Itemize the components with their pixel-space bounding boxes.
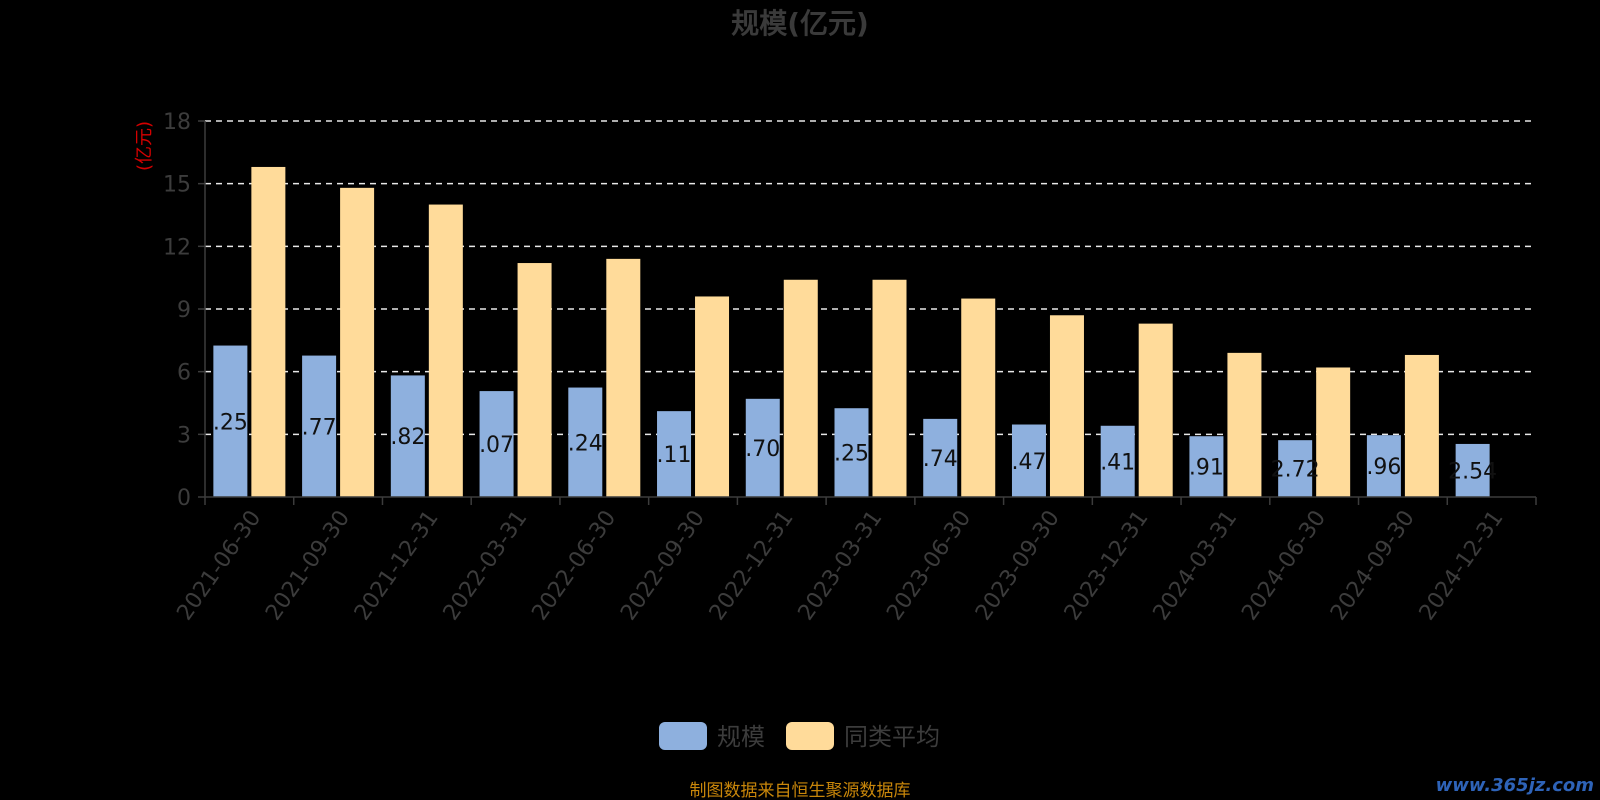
y-tick-label: 12	[163, 235, 191, 260]
bar-labels: .25 .77 .82 .07 .24 .11 .70 .25 .74 .47 .41 .91 2.72…	[213, 410, 1497, 484]
bar-category-average[interactable]	[961, 298, 996, 497]
bar-category-average[interactable]	[1404, 354, 1439, 497]
bar-value-label: .07	[479, 433, 514, 458]
bar-scale[interactable]	[213, 345, 248, 497]
bar-scale[interactable]	[302, 355, 337, 497]
x-tick-label: 2022-12-31	[705, 506, 799, 625]
bar-value-label: .96	[1366, 455, 1401, 480]
legend-item-scale[interactable]: 规模	[717, 723, 765, 751]
legend-item-category-average[interactable]: 同类平均	[844, 723, 940, 751]
bar-category-average[interactable]	[606, 258, 641, 497]
bar-category-average[interactable]	[428, 204, 463, 498]
bar-scale[interactable]	[1189, 436, 1224, 497]
bar-category-average[interactable]	[872, 279, 907, 497]
bar-category-average[interactable]	[1049, 315, 1084, 497]
y-tick-label: 9	[177, 298, 191, 323]
x-tick-label: 2023-12-31	[1060, 506, 1154, 625]
bar-value-label: .70	[745, 437, 780, 462]
bar-value-label: .41	[1100, 450, 1135, 475]
x-tick-label: 2024-09-30	[1326, 506, 1420, 625]
data-source-note: 制图数据来自恒生聚源数据库	[690, 781, 911, 800]
bar-scale[interactable]	[923, 418, 958, 497]
x-tick-label: 2023-06-30	[882, 506, 976, 625]
legend-swatch[interactable]	[659, 722, 707, 750]
bar-scale[interactable]	[745, 398, 780, 497]
bar-category-average[interactable]	[1227, 352, 1262, 497]
bar-scale[interactable]	[1011, 424, 1046, 497]
bar-scale[interactable]	[657, 411, 692, 497]
bar-scale[interactable]	[1366, 435, 1401, 497]
x-tick-label: 2023-03-31	[794, 506, 888, 625]
bar-category-average[interactable]	[340, 187, 375, 497]
bar-value-label: .74	[923, 447, 958, 472]
grid-lines	[205, 120, 1536, 436]
x-tick-label: 2024-06-30	[1237, 506, 1331, 625]
x-tick-label: 2022-09-30	[616, 506, 710, 625]
bar-value-label: .11	[657, 443, 692, 468]
bar-value-label: .24	[568, 431, 603, 456]
x-tick-label: 2021-06-30	[172, 506, 266, 625]
x-tick-label: 2021-12-31	[350, 506, 444, 625]
bar-category-average[interactable]	[1316, 367, 1351, 497]
bar-value-label: .91	[1189, 456, 1224, 481]
bar-scale[interactable]	[390, 375, 425, 497]
bar-scale[interactable]	[1100, 425, 1135, 497]
bar-category-average[interactable]	[1138, 323, 1173, 497]
x-tick-label: 2022-06-30	[527, 506, 621, 625]
bar-value-label: .47	[1011, 450, 1046, 475]
x-tick-label: 2023-09-30	[971, 506, 1065, 625]
x-tick-label: 2021-09-30	[261, 506, 355, 625]
bar-value-label: .82	[390, 425, 425, 450]
bar-scale[interactable]	[568, 387, 603, 497]
bar-scale[interactable]	[834, 408, 869, 497]
y-tick-label: 0	[177, 486, 191, 511]
bars	[213, 166, 1490, 498]
bar-scale[interactable]	[1455, 443, 1490, 497]
x-tick-label: 2024-03-31	[1149, 506, 1243, 625]
bar-scale[interactable]	[1278, 440, 1313, 497]
watermark: www.365jz.com	[1436, 775, 1594, 796]
bar-value-label: 2.72	[1271, 458, 1320, 483]
bar-scale[interactable]	[479, 391, 514, 497]
bar-value-label: .25	[834, 442, 869, 467]
bar-value-label: .77	[302, 415, 337, 440]
y-tick-label: 15	[163, 173, 191, 198]
x-tick-label: 2024-12-31	[1415, 506, 1509, 625]
legend-swatch[interactable]	[786, 722, 834, 750]
bar-category-average[interactable]	[783, 279, 818, 497]
x-tick-label: 2022-03-31	[439, 506, 533, 625]
y-axis-label: (亿元)	[134, 121, 155, 171]
y-tick-label: 3	[177, 423, 191, 448]
chart-title: 规模(亿元)	[731, 7, 869, 40]
y-tick-label: 6	[177, 361, 191, 386]
bar-category-average[interactable]	[517, 263, 552, 497]
bar-category-average[interactable]	[251, 166, 286, 497]
y-tick-label: 18	[163, 110, 191, 135]
legend[interactable]: 规模 同类平均	[659, 722, 940, 751]
bar-value-label: .25	[213, 410, 248, 435]
bar-value-label: 2.54	[1448, 459, 1497, 484]
bar-category-average[interactable]	[695, 296, 730, 497]
